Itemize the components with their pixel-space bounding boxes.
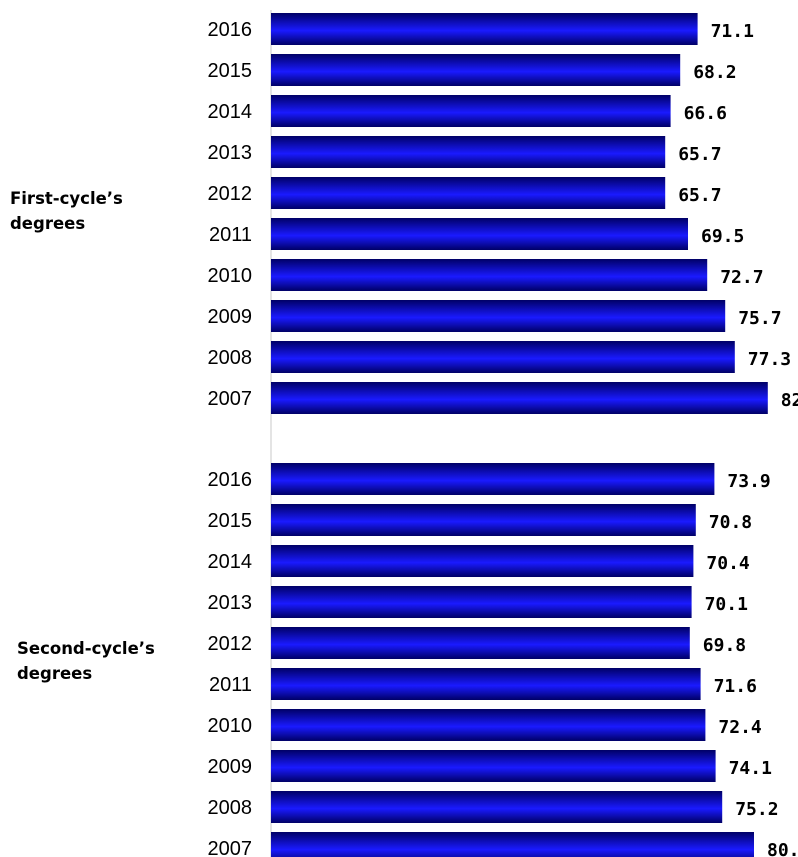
year-tick-label: 2010 [208, 265, 253, 287]
year-tick-label: 2012 [208, 183, 253, 205]
bar [271, 136, 666, 168]
value-data-label: 77.3 [748, 349, 791, 370]
value-data-label: 75.2 [735, 799, 778, 820]
value-data-label: 69.8 [703, 635, 746, 656]
year-tick-label: 2014 [208, 551, 253, 573]
value-data-label: 69.5 [701, 226, 744, 247]
group-label-line: degrees [10, 214, 85, 233]
value-data-label: 65.7 [678, 185, 721, 206]
year-tick-label: 2013 [208, 592, 253, 614]
value-data-label: 71.1 [711, 21, 754, 42]
bar [271, 750, 716, 782]
group-label: First-cycle’s degrees [10, 189, 123, 233]
bar [271, 463, 715, 495]
value-data-label: 75.7 [738, 308, 781, 329]
bar [271, 709, 706, 741]
value-data-label: 73.9 [727, 471, 770, 492]
bar [271, 382, 768, 414]
value-data-label: 66.6 [684, 103, 727, 124]
bar [271, 259, 708, 291]
year-tick-label: 2011 [209, 224, 252, 246]
year-tick-label: 2014 [208, 101, 253, 123]
value-data-label: 65.7 [678, 144, 721, 165]
bar [271, 95, 671, 127]
bar [271, 54, 681, 86]
bar [271, 218, 688, 250]
value-data-label: 71.6 [714, 676, 757, 697]
value-data-label: 74.1 [729, 758, 772, 779]
group-label-line: Second-cycle’s [17, 639, 155, 658]
value-data-label: 72.7 [720, 267, 763, 288]
value-data-label: 70.1 [705, 594, 748, 615]
bar [271, 177, 666, 209]
bar [271, 300, 726, 332]
year-tick-label: 2009 [208, 756, 253, 778]
bar [271, 627, 690, 659]
bar-group-1: 2016 71.1 2015 68.2 2014 66.6 2013 65.7 2012 65.7… [10, 13, 798, 414]
group-label-line: First-cycle’s [10, 189, 123, 208]
year-tick-label: 2007 [208, 838, 253, 857]
year-tick-label: 2012 [208, 633, 253, 655]
group-label-line: degrees [17, 664, 92, 683]
year-tick-label: 2011 [209, 674, 252, 696]
bar [271, 13, 698, 45]
bar [271, 504, 696, 536]
year-tick-label: 2016 [208, 19, 253, 41]
year-tick-label: 2015 [208, 510, 253, 532]
year-tick-label: 2016 [208, 469, 253, 491]
year-tick-label: 2013 [208, 142, 253, 164]
value-data-label: 70.8 [709, 512, 752, 533]
bar [271, 545, 694, 577]
value-data-label: 70.4 [706, 553, 750, 574]
year-tick-label: 2008 [208, 797, 253, 819]
year-tick-label: 2008 [208, 347, 253, 369]
year-tick-label: 2010 [208, 715, 253, 737]
year-tick-label: 2009 [208, 306, 253, 328]
bar [271, 668, 701, 700]
value-data-label: 68.2 [693, 62, 736, 83]
bar [271, 586, 692, 618]
bar [271, 341, 735, 373]
year-tick-label: 2015 [208, 60, 253, 82]
value-data-label: 72.4 [718, 717, 762, 738]
bar [271, 832, 754, 857]
value-data-label: 80.5 [767, 840, 798, 857]
year-tick-label: 2007 [208, 388, 253, 410]
group-label: Second-cycle’s degrees [17, 639, 155, 683]
value-data-label: 82.8 [781, 390, 798, 411]
bar [271, 791, 723, 823]
bar-group-2: 2016 73.9 2015 70.8 2014 70.4 2013 70.1 2012 69.8… [17, 463, 798, 857]
